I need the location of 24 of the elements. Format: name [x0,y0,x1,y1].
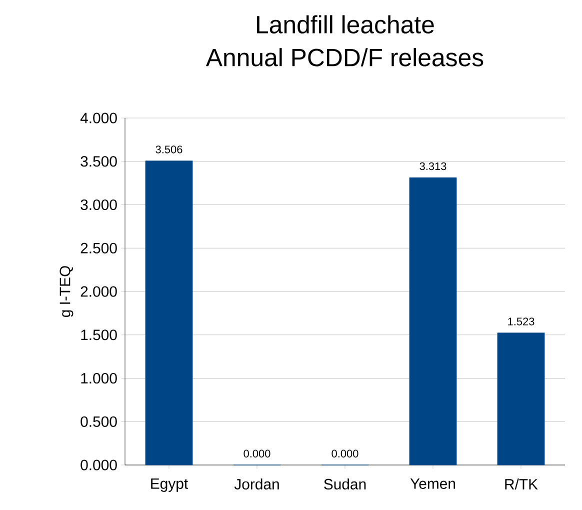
bar [145,160,193,466]
y-tick-label: 1.500 [81,330,117,340]
y-tick-label: 2.500 [80,242,117,254]
x-tick-label: Egypt [151,478,188,492]
x-tick-label: R/TK [505,478,538,490]
y-axis-title: g I-TEQ [60,266,74,318]
data-label: 1.523 [508,318,534,326]
x-tick-label: Jordan [234,478,279,490]
y-tick-label: 1.000 [81,372,117,384]
y-tick-label: 3.000 [80,199,117,210]
bar [409,177,457,466]
x-tick-label: Yemen [410,478,456,489]
data-label: 0.000 [332,450,358,458]
x-tick-label: Sudan [324,478,366,490]
chart-title: Landfill leachate Annual PCDD/F releases [206,15,484,66]
y-tick-label: 3.500 [80,156,117,167]
y-tick-label: 4.000 [80,112,117,124]
data-label: 3.506 [156,146,182,154]
y-tick-label: 2.000 [80,286,117,297]
data-label: 3.313 [420,162,446,170]
y-tick-label: 0.500 [80,416,117,427]
y-tick-label: 0.000 [80,460,117,470]
data-label: 0.000 [244,450,270,458]
bar [497,332,545,466]
